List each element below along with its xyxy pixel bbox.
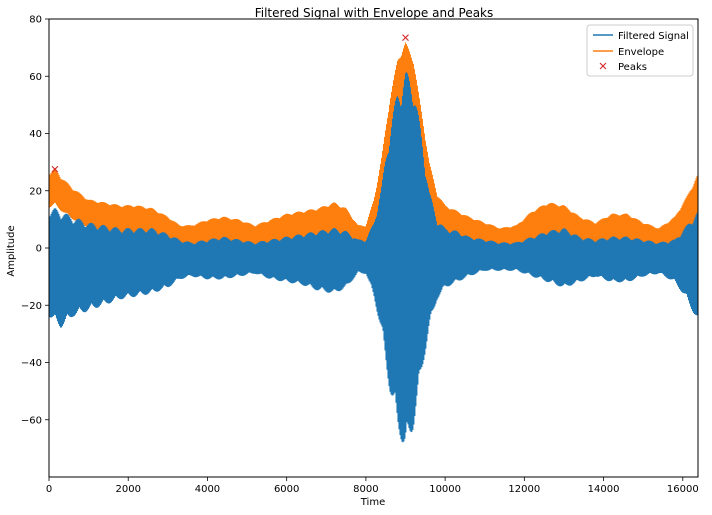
y-tick-label: 0 — [36, 244, 42, 255]
series-line-envelope — [49, 42, 698, 246]
legend-swatch-peaks — [599, 62, 607, 70]
peak-marker — [51, 165, 59, 173]
y-tick-label: 20 — [29, 186, 42, 197]
y-tick-label: 80 — [29, 15, 42, 26]
y-axis-label: Amplitude — [6, 225, 17, 276]
y-tick-label: 60 — [29, 72, 42, 83]
y-tick-label: 40 — [29, 129, 42, 140]
y-axis: −60 −40 −20 0 20 40 60 80 — [21, 15, 49, 426]
x-tick-label: 10000 — [429, 484, 461, 495]
x-axis-label: Time — [360, 497, 385, 508]
x-axis: 0 2000 4000 6000 8000 10000 12000 14000 16000 — [46, 477, 699, 495]
x-tick-label: 14000 — [588, 484, 620, 495]
y-tick-label: −20 — [21, 301, 42, 312]
x-tick-label: 0 — [46, 484, 52, 495]
legend-label-peaks: Peaks — [618, 62, 647, 73]
legend: Filtered Signal Envelope Peaks — [586, 24, 694, 77]
legend-label-filtered-signal: Filtered Signal — [618, 31, 689, 42]
x-tick-label: 16000 — [667, 484, 699, 495]
x-tick-label: 8000 — [353, 484, 378, 495]
legend-box — [586, 24, 694, 77]
peak-marker — [402, 34, 409, 41]
legend-label-envelope: Envelope — [618, 47, 664, 58]
marker-layer — [51, 34, 409, 173]
y-tick-label: −60 — [21, 415, 42, 426]
y-tick-label: −40 — [21, 358, 42, 369]
series-line-filtered-signal — [49, 72, 698, 443]
chart-title: Filtered Signal with Envelope and Peaks — [255, 6, 494, 20]
series-layer — [49, 42, 698, 443]
x-tick-label: 4000 — [195, 484, 220, 495]
x-tick-label: 12000 — [508, 484, 540, 495]
x-tick-label: 2000 — [115, 484, 140, 495]
x-tick-label: 6000 — [274, 484, 299, 495]
